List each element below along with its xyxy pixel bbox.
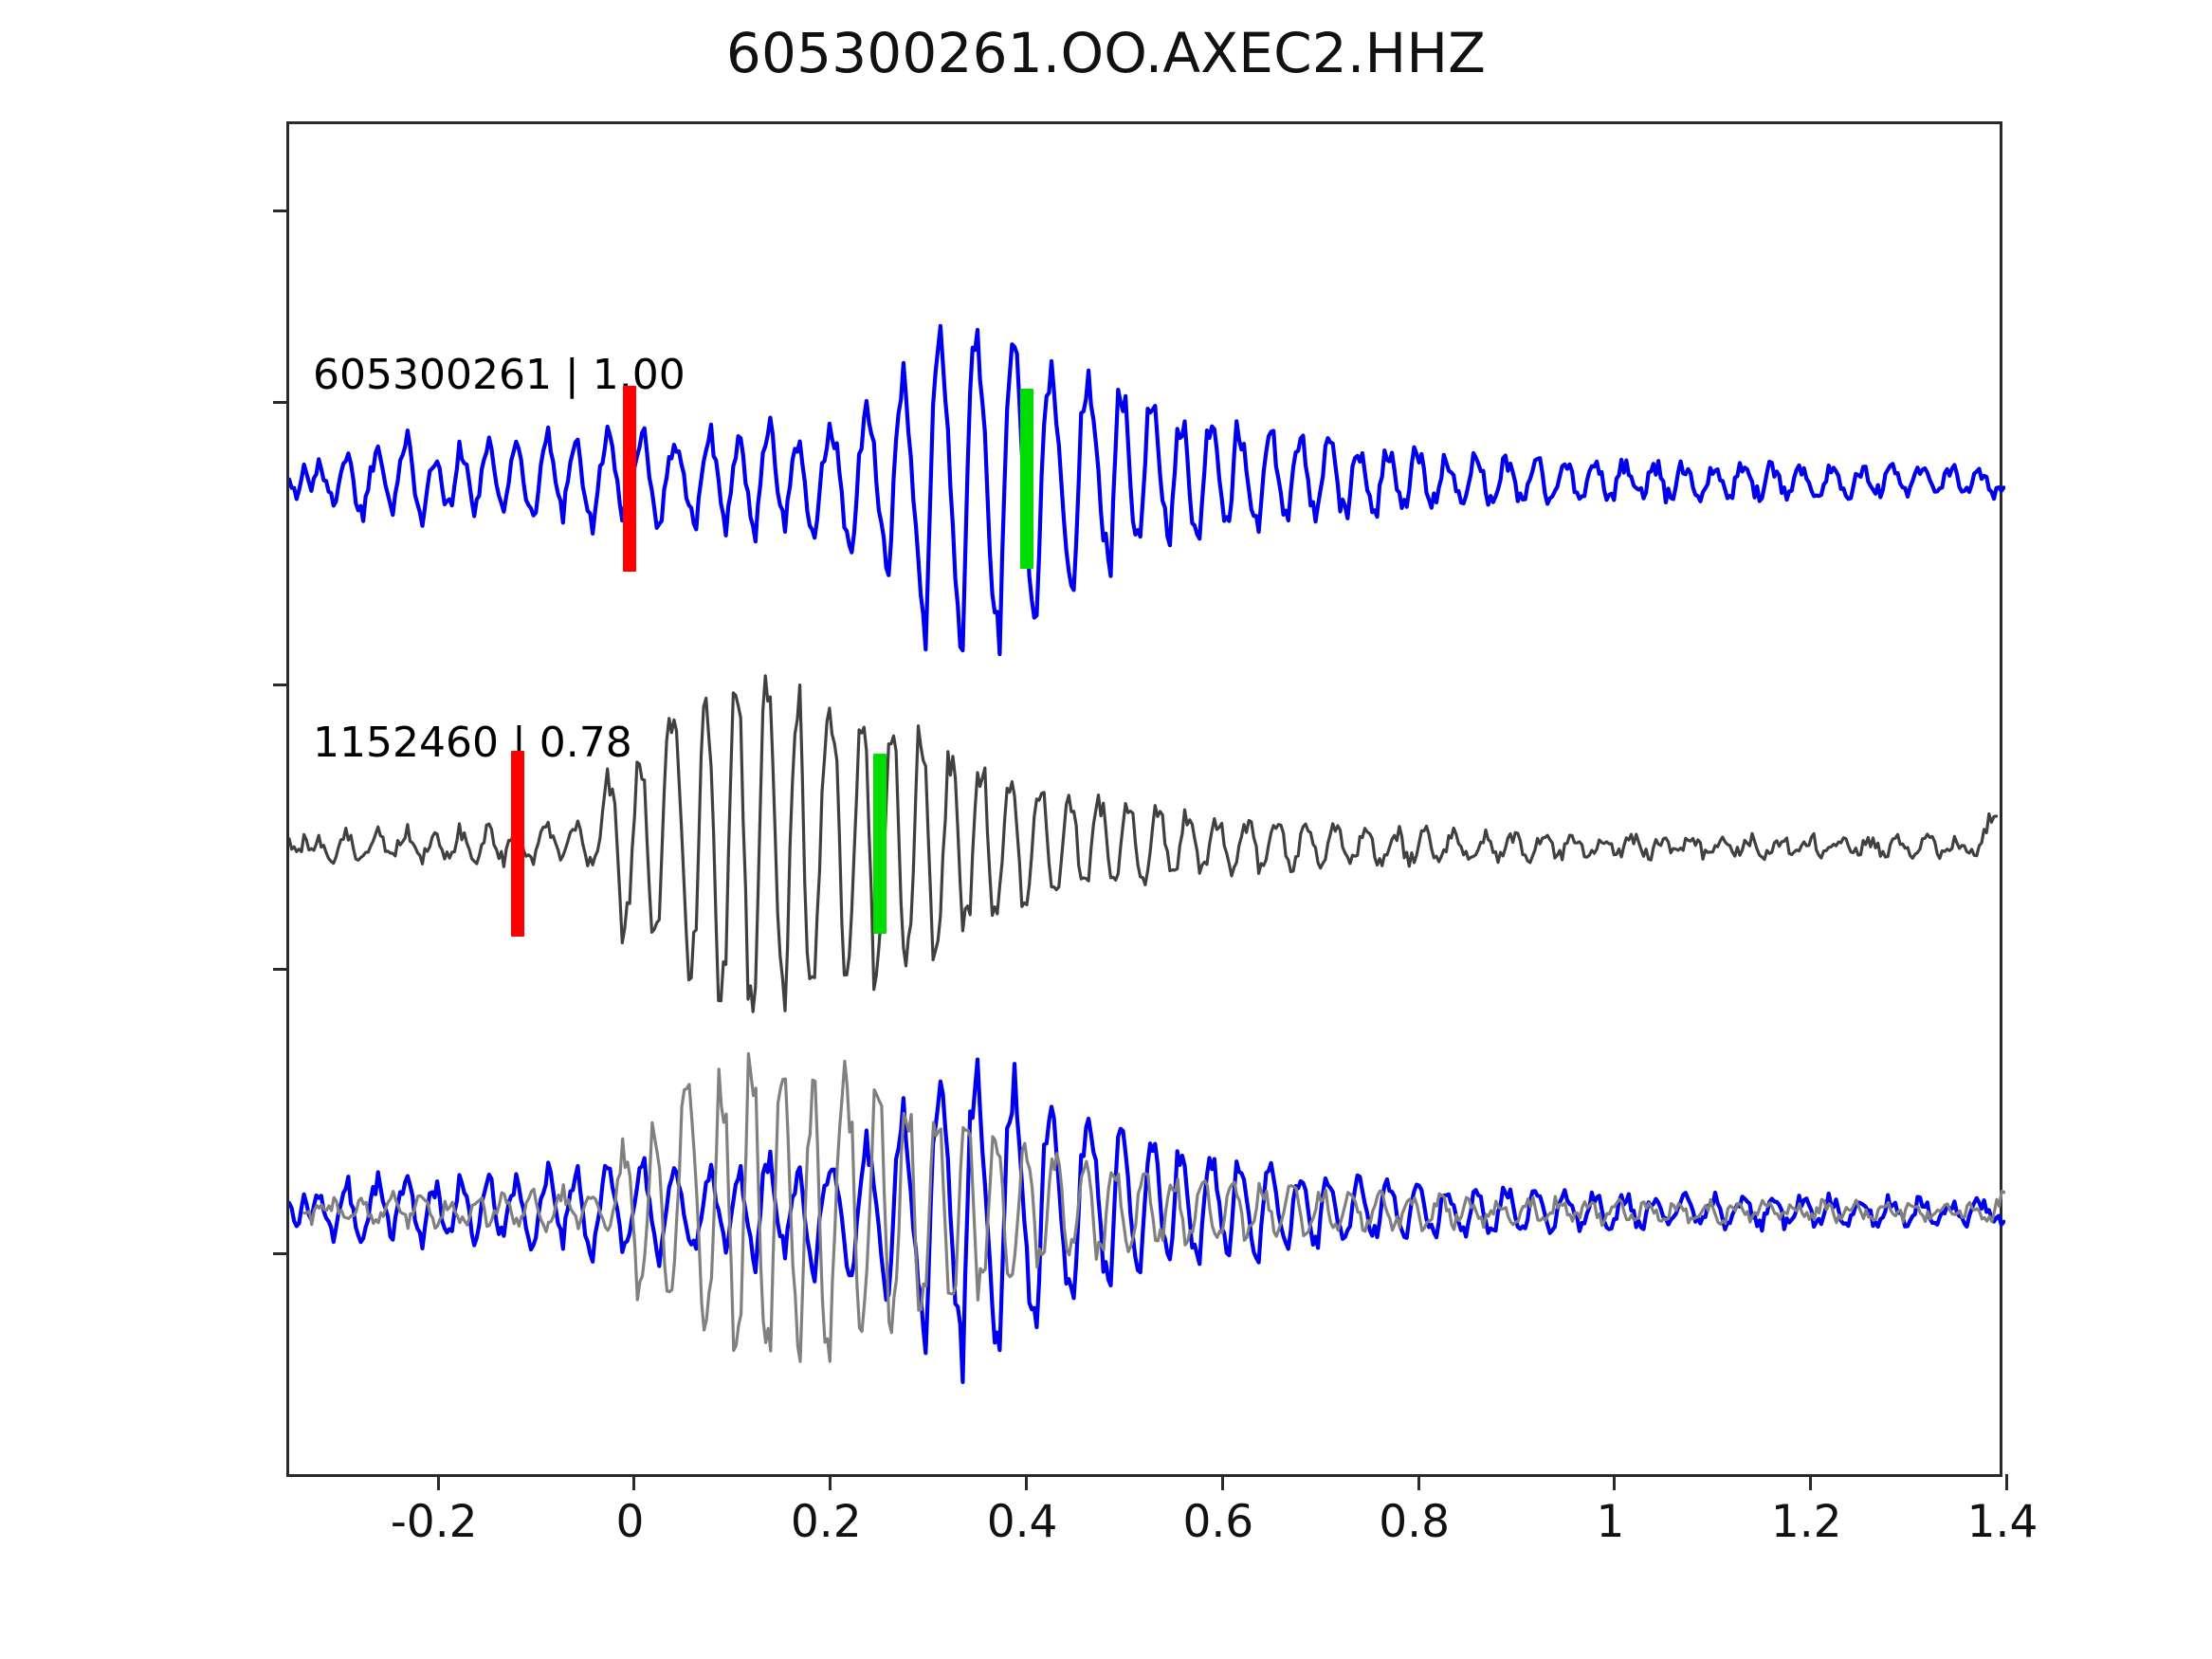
- x-tick: [632, 1474, 636, 1490]
- x-tick-label: 0: [615, 1496, 645, 1548]
- page-title: 605300261.OO.AXEC2.HHZ: [725, 21, 1487, 85]
- x-tick: [2005, 1474, 2008, 1490]
- phase-pick-s-template: [1020, 389, 1034, 569]
- waveform-trace: [289, 674, 1999, 1013]
- waveform-trace: [289, 323, 2005, 657]
- x-tick: [1809, 1474, 1813, 1490]
- x-tick: [1025, 1474, 1029, 1490]
- x-tick-label: 0.4: [986, 1496, 1058, 1548]
- x-tick-label: 1.2: [1770, 1496, 1842, 1548]
- x-tick-label: 0.8: [1379, 1496, 1451, 1548]
- y-tick: [273, 684, 289, 686]
- x-tick-label: 0.2: [790, 1496, 862, 1548]
- y-tick: [273, 210, 289, 212]
- y-tick: [273, 968, 289, 971]
- plot-axes: [273, 121, 2008, 1490]
- x-tick-label: 1: [1596, 1496, 1625, 1548]
- waveform-trace: [289, 1057, 2005, 1385]
- x-tick: [829, 1474, 832, 1490]
- phase-pick-p-detection: [510, 751, 524, 937]
- y-tick: [273, 401, 289, 404]
- x-tick-label: -0.2: [390, 1496, 478, 1548]
- y-tick: [273, 1252, 289, 1255]
- waveform-trace: [302, 1051, 2005, 1363]
- x-tick: [1613, 1474, 1617, 1490]
- phase-pick-s-detection: [873, 754, 887, 934]
- x-tick-label: 0.6: [1182, 1496, 1254, 1548]
- x-tick: [1417, 1474, 1420, 1490]
- waveform-canvas: [289, 323, 2005, 1385]
- x-tick: [436, 1474, 440, 1490]
- trace-label-template: 605300261 | 1.00: [313, 351, 686, 399]
- trace-label-detection: 1152460 | 0.78: [313, 719, 632, 767]
- x-tick: [1220, 1474, 1224, 1490]
- phase-pick-p-template: [623, 386, 637, 572]
- x-tick-label: 1.4: [1966, 1496, 2038, 1548]
